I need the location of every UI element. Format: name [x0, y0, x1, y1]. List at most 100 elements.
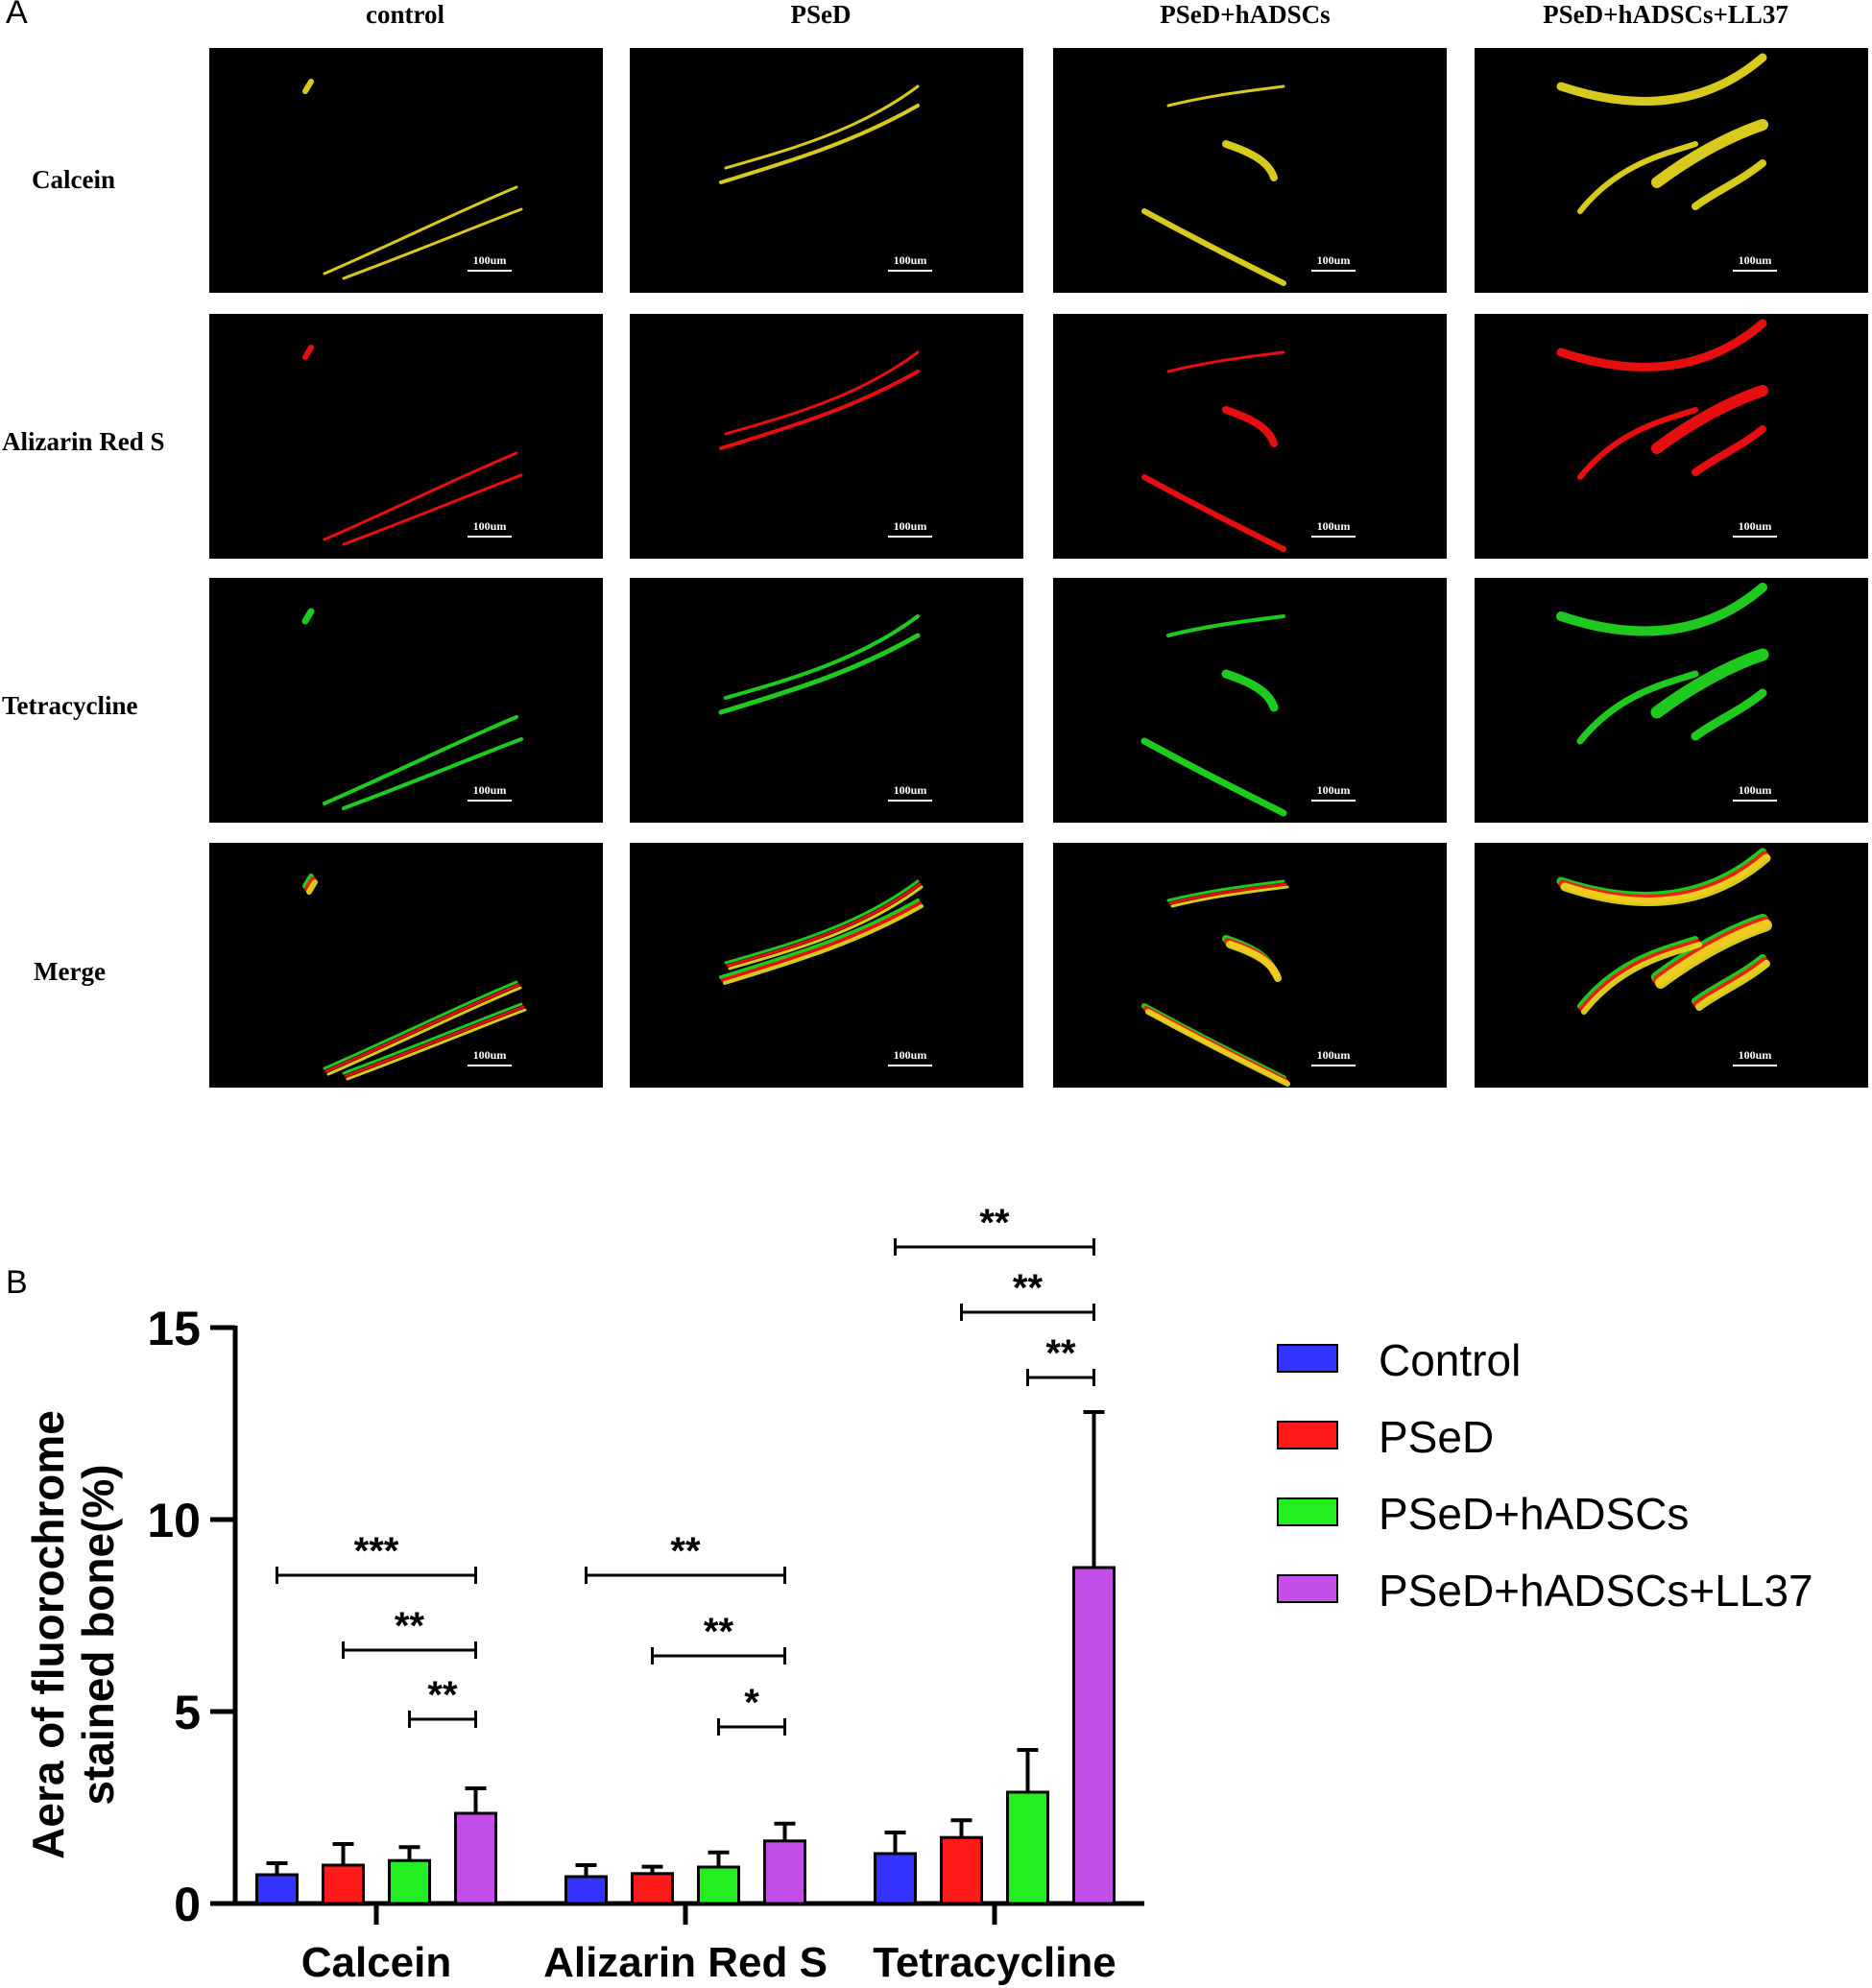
scale-bar-line: [888, 1065, 932, 1066]
significance-label: **: [1045, 1332, 1076, 1375]
bar: [1072, 1566, 1116, 1905]
scale-bar-line: [888, 536, 932, 538]
stain-structure: [346, 1008, 527, 1081]
stain-structure: [342, 473, 523, 546]
stain-structure: [726, 882, 922, 968]
stain-structure: [1556, 53, 1767, 106]
stain-structure: [1226, 941, 1282, 982]
y-tick-label: 0: [174, 1878, 201, 1931]
stain-structure: [301, 608, 315, 625]
stain-structure: [1692, 159, 1766, 210]
scale-bar-label: 100um: [472, 253, 507, 267]
stain-structure: [719, 370, 920, 450]
micrograph: 100um: [630, 48, 1023, 293]
stain-structure: [342, 737, 523, 810]
stain-structure: [1141, 208, 1286, 286]
micrograph-image: [718, 614, 921, 715]
micrograph-image: [301, 608, 523, 810]
scale-bar: 100um: [468, 253, 512, 272]
scale-bar-label: 100um: [1738, 783, 1772, 797]
micrograph: 100um: [1475, 843, 1868, 1088]
micrograph-image: [1141, 350, 1286, 552]
stain-structure: [302, 79, 314, 94]
scale-bar-label: 100um: [893, 783, 927, 797]
legend-swatch-psed-hadscs: [1277, 1497, 1338, 1526]
scale-bar: 100um: [888, 783, 932, 802]
stain-structure: [1166, 614, 1285, 637]
significance-label: **: [670, 1530, 701, 1572]
scale-bar: 100um: [468, 1048, 512, 1066]
stain-structure: [1560, 853, 1771, 906]
stain-structure: [1141, 474, 1286, 552]
micrograph-image: [719, 84, 920, 184]
stain-structure: [721, 901, 922, 982]
legend-label-psed-hadscs: PSeD+hADSCs: [1379, 1489, 1690, 1539]
legend-swatch-psed-hadscs-ll37: [1277, 1574, 1338, 1603]
stain-structure: [344, 1005, 525, 1078]
y-tick-label: 15: [147, 1302, 201, 1355]
stain-structure: [1145, 1009, 1290, 1087]
stain-structure: [1577, 407, 1698, 480]
micrograph: 100um: [630, 578, 1023, 823]
micrograph: 100um: [1053, 314, 1447, 559]
scale-bar-line: [468, 536, 512, 538]
panel-b-letter: B: [6, 1264, 28, 1301]
scale-bar: 100um: [1311, 783, 1356, 802]
stain-structure: [724, 879, 920, 965]
micrograph-image: [1556, 53, 1768, 214]
stain-structure: [724, 84, 920, 170]
micrograph-image: [1141, 879, 1290, 1087]
stain-structure: [1655, 920, 1772, 989]
scale-bar: 100um: [1311, 1048, 1356, 1066]
stain-structure: [719, 104, 920, 184]
scale-bar-label: 100um: [472, 1048, 507, 1062]
bar: [1006, 1790, 1049, 1905]
stain-structure: [323, 715, 518, 805]
micrograph-image: [1556, 319, 1768, 480]
panel-a-letter: A: [6, 0, 28, 31]
legend-swatch-psed: [1277, 1421, 1338, 1449]
scale-bar-line: [1311, 800, 1356, 802]
scale-bar-line: [468, 1065, 512, 1066]
stain-structure: [1166, 84, 1285, 108]
stain-structure: [719, 898, 920, 979]
scale-bar-label: 100um: [1316, 253, 1351, 267]
scale-bar: 100um: [888, 1048, 932, 1066]
micrograph-image: [302, 874, 527, 1081]
column-header-psed-hadscs: PSeD+hADSCs: [1160, 0, 1331, 29]
scale-bar-label: 100um: [1738, 1048, 1772, 1062]
stain-structure: [1692, 425, 1766, 476]
stain-structure: [1579, 939, 1700, 1012]
stain-structure: [1577, 141, 1698, 214]
stain-structure: [302, 874, 314, 889]
scale-bar: 100um: [1733, 253, 1777, 272]
bar: [454, 1811, 497, 1905]
y-tick-label: 10: [147, 1494, 201, 1547]
significance-label: **: [979, 1202, 1010, 1244]
bar: [322, 1863, 365, 1905]
stain-structure: [1651, 119, 1768, 188]
stain-structure: [302, 345, 314, 360]
bar-chart: 0 5 10 15 Aera of fluorochromestained bone(%…: [23, 1202, 1144, 1986]
stain-structure: [1691, 688, 1767, 741]
micrograph: 100um: [209, 843, 603, 1088]
scale-bar-label: 100um: [1316, 519, 1351, 533]
micrograph-image: [302, 79, 523, 280]
legend-swatch-control: [1277, 1344, 1338, 1373]
stain-structure: [1650, 648, 1769, 719]
scale-bar-line: [1311, 270, 1356, 272]
micrograph: 100um: [1475, 578, 1868, 823]
row-header-merge: Merge: [34, 957, 106, 986]
stain-structure: [1170, 885, 1289, 908]
micrograph: 100um: [209, 48, 603, 293]
bar: [763, 1839, 806, 1905]
scale-bar-line: [1733, 270, 1777, 272]
micrograph: 100um: [1053, 48, 1447, 293]
scale-bar: 100um: [1311, 253, 1356, 272]
scale-bar: 100um: [888, 253, 932, 272]
micrograph: 100um: [209, 314, 603, 559]
legend-label-control: Control: [1379, 1335, 1522, 1385]
stain-structure: [1221, 669, 1279, 712]
significance-label: *: [744, 1682, 759, 1724]
stain-structure: [728, 885, 924, 970]
